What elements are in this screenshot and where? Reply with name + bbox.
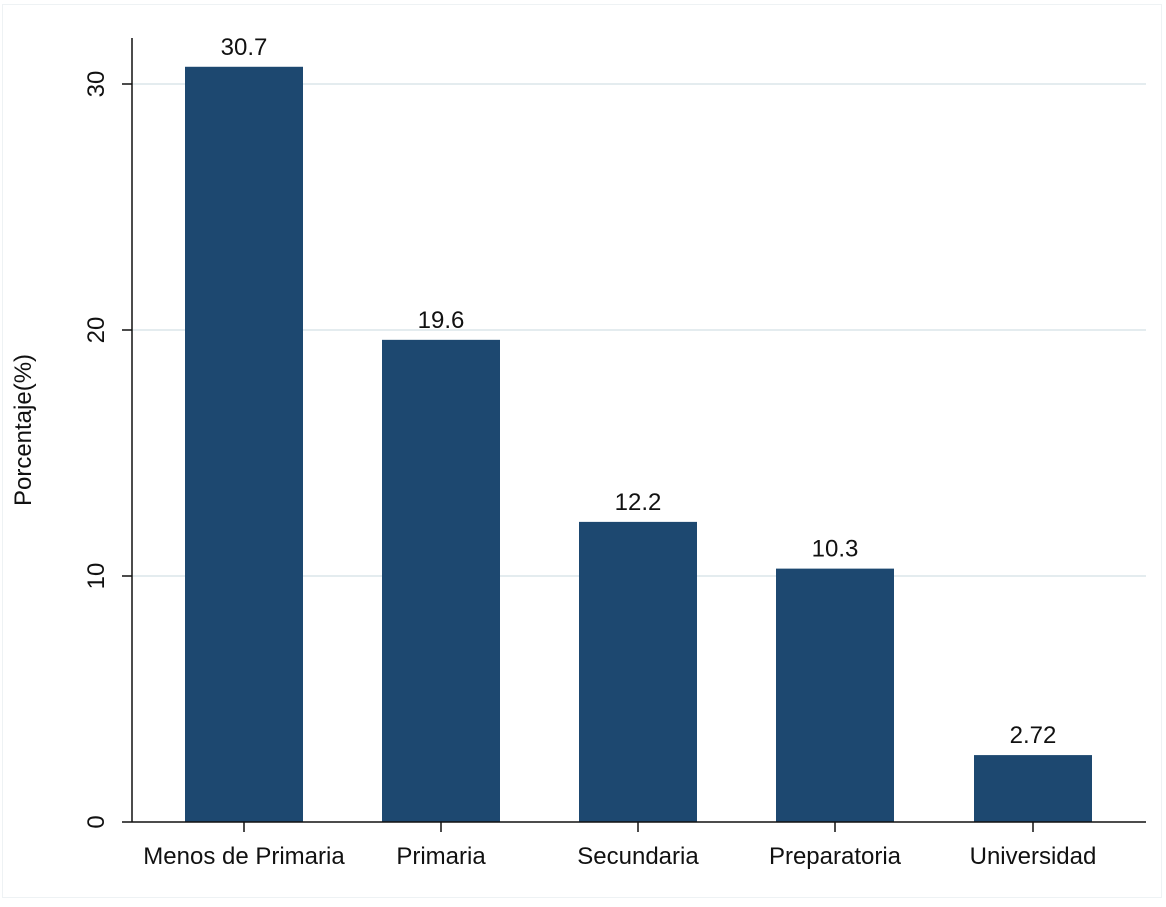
- bar-value-label: 10.3: [812, 536, 859, 563]
- y-axis-label: Porcentaje(%): [10, 354, 37, 506]
- chart-border: [2, 4, 1162, 898]
- bar: [185, 66, 303, 822]
- bar-value-label: 30.7: [221, 34, 268, 61]
- x-tick-label: Preparatoria: [769, 843, 902, 870]
- x-tick-label: Primaria: [396, 843, 486, 870]
- x-tick-label: Secundaria: [577, 843, 699, 870]
- axes: [131, 38, 1146, 823]
- y-tick-label: 30: [83, 71, 110, 98]
- bar-value-label: 19.6: [418, 307, 465, 334]
- bars: [185, 66, 1092, 822]
- x-tick-label: Menos de Primaria: [143, 843, 345, 870]
- value-labels: 30.7 19.6 12.2 10.3 2.72: [221, 34, 1057, 749]
- x-tick-label: Universidad: [970, 843, 1097, 870]
- y-ticks: 0 10 20 30: [83, 71, 132, 829]
- bar: [579, 521, 697, 822]
- bar: [776, 568, 894, 822]
- y-tick-label: 10: [83, 563, 110, 590]
- bar-value-label: 12.2: [615, 489, 662, 516]
- bar: [382, 339, 500, 822]
- bar-value-label: 2.72: [1010, 722, 1057, 749]
- y-tick-label: 0: [83, 815, 110, 828]
- x-ticks: Menos de Primaria Primaria Secundaria Prepa…: [143, 822, 1096, 870]
- y-tick-label: 20: [83, 317, 110, 344]
- bar: [974, 755, 1092, 822]
